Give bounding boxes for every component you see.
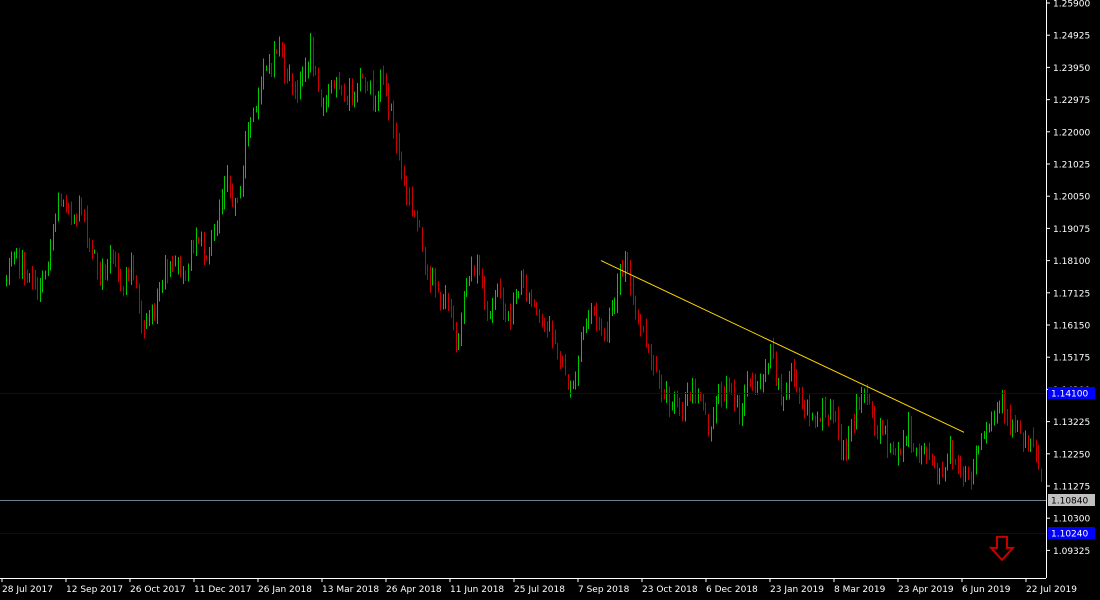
price-badge-bg <box>1048 494 1095 506</box>
x-tick-label: 6 Jun 2019 <box>962 585 1011 595</box>
x-tick-label: 11 Jun 2018 <box>450 585 504 595</box>
y-tick-label: 1.12250 <box>1053 450 1090 460</box>
y-tick-label: 1.25900 <box>1053 0 1090 10</box>
level-badge-label: 1.10240 <box>1051 530 1088 540</box>
level-badge-bg <box>1048 527 1095 539</box>
x-tick-label: 26 Apr 2018 <box>386 585 442 595</box>
price-badge-label: 1.10840 <box>1051 497 1088 507</box>
down-arrow-icon <box>988 535 1016 562</box>
y-tick-label: 1.24925 <box>1053 32 1090 42</box>
x-tick-label: 8 Mar 2019 <box>834 585 886 595</box>
y-tick-label: 1.21025 <box>1053 161 1090 171</box>
x-tick-label: 13 Mar 2018 <box>322 585 379 595</box>
y-tick-label: 1.17125 <box>1053 289 1090 299</box>
y-tick-label: 1.20050 <box>1053 193 1090 203</box>
level-badge-label: 1.14100 <box>1051 390 1088 400</box>
y-tick-label: 1.19075 <box>1053 225 1090 235</box>
x-tick-label: 12 Sep 2017 <box>66 585 123 595</box>
x-tick-label: 23 Oct 2018 <box>642 585 698 595</box>
y-tick-label: 1.22000 <box>1053 128 1090 138</box>
y-tick-label: 1.13225 <box>1053 418 1090 428</box>
x-tick-label: 23 Jan 2019 <box>770 585 824 595</box>
y-tick-label: 1.10300 <box>1053 515 1090 525</box>
y-tick-label: 1.18100 <box>1053 257 1090 267</box>
y-tick-label: 1.11275 <box>1053 483 1090 493</box>
price-badges: 1.14100 1.10240 1.10840 <box>1048 387 1095 540</box>
x-tick-label: 25 Jul 2018 <box>514 585 565 595</box>
x-tick-label: 28 Jul 2017 <box>2 585 53 595</box>
x-tick-label: 26 Jan 2018 <box>258 585 312 595</box>
y-tick-label: 1.23950 <box>1053 64 1090 74</box>
trendlines <box>600 260 965 433</box>
x-tick-label: 22 Jul 2019 <box>1026 585 1077 595</box>
trendline[interactable] <box>600 260 965 433</box>
x-tick-label: 6 Dec 2018 <box>706 585 758 595</box>
x-tick-label: 7 Sep 2018 <box>578 585 630 595</box>
annotations <box>988 535 1016 562</box>
y-tick-label: 1.16150 <box>1053 322 1090 332</box>
x-tick-label: 23 Apr 2019 <box>898 585 954 595</box>
level-badge-bg <box>1048 387 1095 399</box>
y-tick-label: 1.22975 <box>1053 96 1090 106</box>
y-tick-label: 1.09325 <box>1053 547 1090 557</box>
horizontal-levels <box>0 393 1046 534</box>
x-tick-label: 11 Dec 2017 <box>194 585 252 595</box>
x-tick-label: 26 Oct 2017 <box>130 585 186 595</box>
y-tick-label: 1.15175 <box>1053 354 1090 364</box>
